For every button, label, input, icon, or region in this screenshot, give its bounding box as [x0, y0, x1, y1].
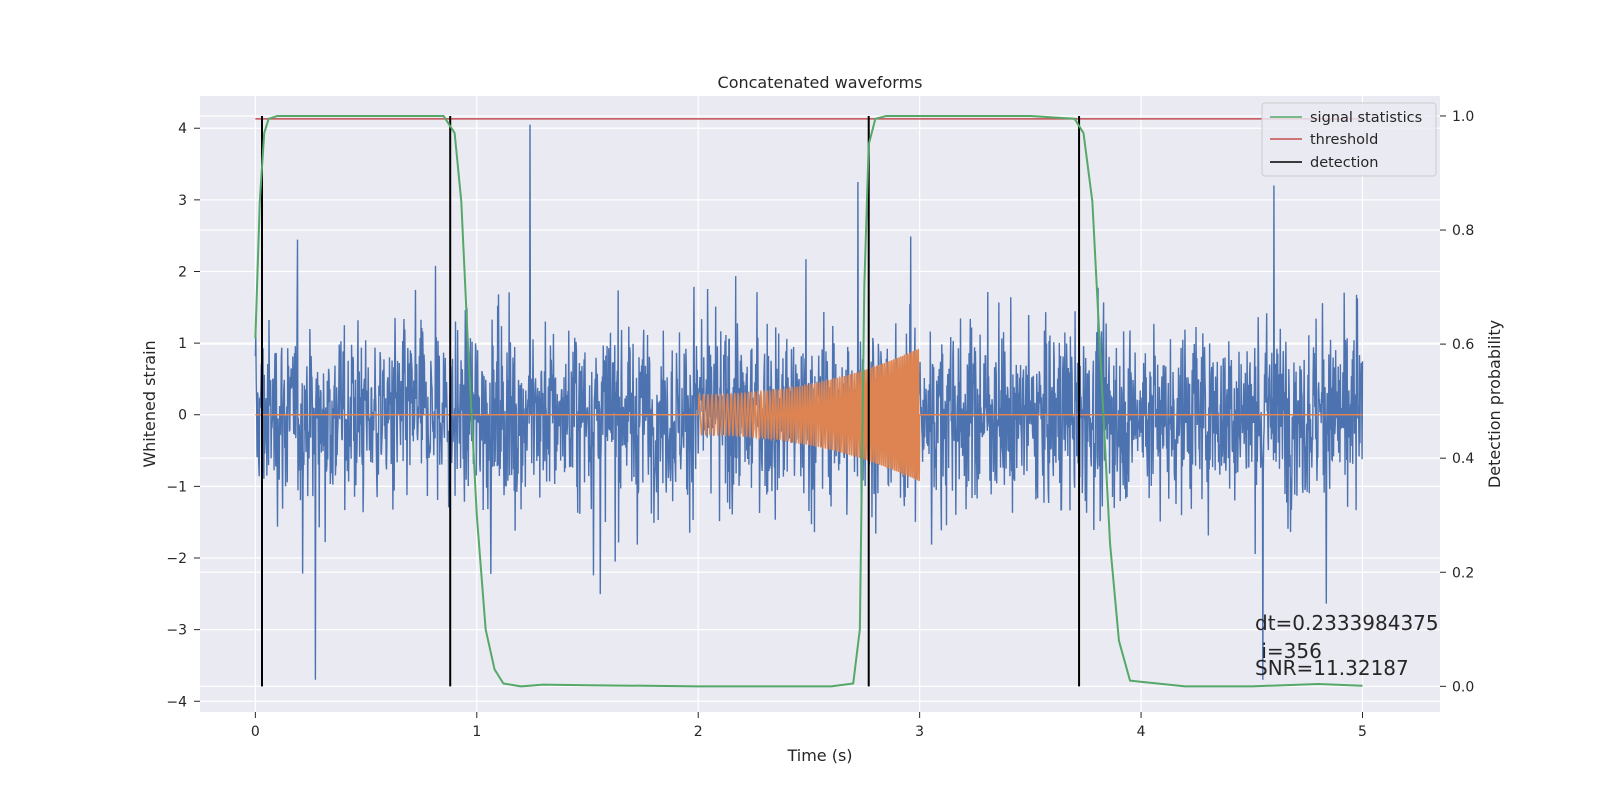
- y2-tick-label-4: 0.8: [1452, 223, 1474, 239]
- y-tick-label-4: 0: [178, 408, 187, 424]
- y2-tick-label-5: 1.0: [1452, 109, 1474, 125]
- y2-tick-label-3: 0.6: [1452, 337, 1474, 353]
- y2-tick-label-2: 0.4: [1452, 451, 1474, 467]
- y-tick-label-2: −2: [166, 551, 187, 567]
- y-tick-label-0: −4: [166, 694, 187, 710]
- x-tick-label-3: 3: [915, 724, 924, 740]
- y-tick-label-3: −1: [166, 479, 187, 495]
- annotation-dt: dt=0.2333984375: [1255, 611, 1439, 635]
- y-tick-label-1: −3: [166, 623, 187, 639]
- ticks: 0 1 2 3 4 5 −4 −3 −2 −1 0 1 2 3 4 0.0 0.2 0.4 0.6 0.8 1.0: [166, 109, 1474, 740]
- y-tick-label-5: 1: [178, 336, 187, 352]
- y2-tick-label-0: 0.0: [1452, 679, 1474, 695]
- x-tick-label-0: 0: [251, 724, 260, 740]
- x-tick-label-5: 5: [1358, 724, 1367, 740]
- annotation-snr: SNR=11.32187: [1255, 656, 1409, 680]
- y2-tick-label-1: 0.2: [1452, 565, 1474, 581]
- strain-noise-line: [254, 124, 1364, 680]
- legend-label-signal-statistics: signal statistics: [1310, 110, 1422, 126]
- y-tick-label-7: 3: [178, 193, 187, 209]
- chart-title: Concatenated waveforms: [718, 73, 923, 92]
- y-tick-label-6: 2: [178, 264, 187, 280]
- annotation-i: i=356: [1255, 639, 1322, 663]
- legend-box: [1261, 102, 1437, 177]
- y-tick-label-8: 4: [178, 121, 187, 137]
- x-axis-label: Time (s): [786, 746, 852, 765]
- legend: signal statistics threshold detection: [1261, 102, 1437, 177]
- series-layer: [254, 114, 1364, 688]
- legend-label-detection: detection: [1310, 155, 1378, 171]
- chirp-waveform-line: [697, 348, 921, 482]
- signal-statistics-line: [254, 114, 1363, 688]
- y-axis-label: Whitened strain: [140, 340, 159, 467]
- x-tick-label-1: 1: [472, 724, 481, 740]
- legend-label-threshold: threshold: [1310, 132, 1378, 148]
- x-tick-label-2: 2: [694, 724, 703, 740]
- x-tick-label-4: 4: [1137, 724, 1146, 740]
- y2-axis-label: Detection probability: [1485, 320, 1504, 488]
